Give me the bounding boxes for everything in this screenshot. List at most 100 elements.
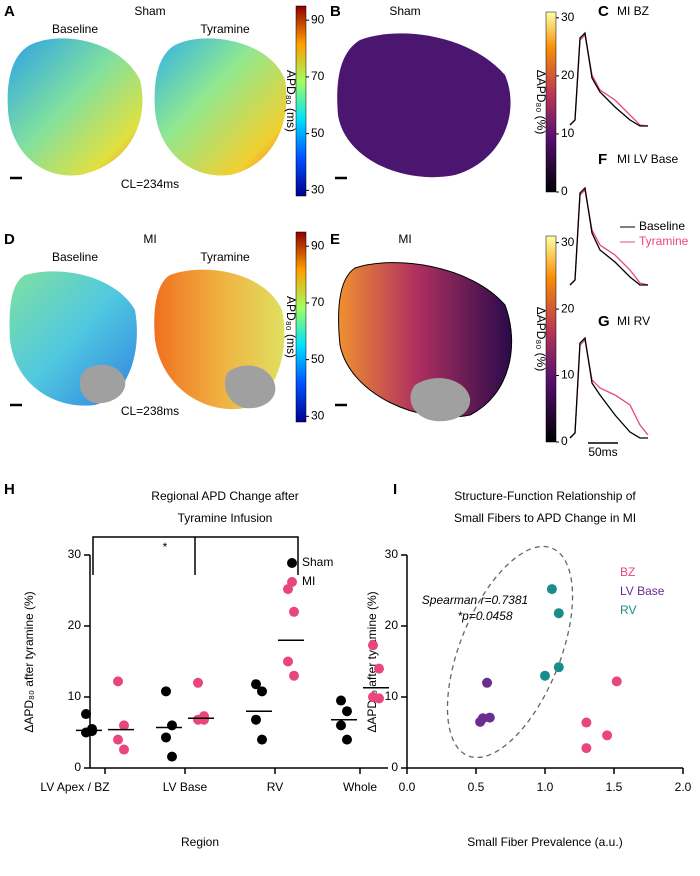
panel-label: F: [598, 151, 607, 168]
dot: [336, 695, 346, 706]
trace: [569, 186, 648, 286]
trace-title: MI LV Base: [617, 152, 678, 166]
trace-title: MI BZ: [617, 4, 649, 18]
trace: [569, 338, 649, 439]
point: [602, 730, 613, 741]
panel-title: MI: [398, 232, 411, 246]
x-tick-label: 1.5: [606, 780, 623, 794]
y-tick-label: 0: [391, 760, 398, 774]
y-tick-label: 30: [68, 547, 82, 561]
scar: [224, 365, 276, 409]
point: [581, 717, 592, 728]
chart-title: Small Fibers to APD Change in MI: [454, 511, 636, 525]
colorbar-tick-label: 30: [561, 10, 575, 24]
point: [611, 676, 622, 687]
colorbar: [545, 235, 557, 443]
dot: [199, 714, 209, 725]
dot: [81, 709, 91, 720]
panel-label: C: [598, 3, 609, 20]
y-tick-label: 10: [385, 689, 399, 703]
legend-swatch: [287, 577, 297, 587]
colorbar-label: ΔAPD₈₀ (%): [534, 307, 548, 372]
x-tick-label: 2.0: [675, 780, 692, 794]
dot: [119, 744, 129, 755]
colorbar: [295, 231, 307, 423]
trace: [569, 31, 648, 127]
colorbar-tick-label: 10: [561, 368, 575, 382]
point: [484, 712, 495, 723]
trace: [569, 336, 648, 439]
panel-label: B: [330, 3, 341, 20]
traces: [569, 31, 649, 439]
colorbar: [295, 5, 307, 197]
x-tick-label: Whole: [343, 780, 377, 794]
dot: [161, 732, 171, 743]
dot: [257, 734, 267, 745]
y-axis-label: ΔAPD₈₀ after tyramine (%): [365, 591, 379, 732]
legend-label: Baseline: [639, 219, 685, 233]
dot: [342, 706, 352, 717]
colorbar-label: APD₈₀ (ms): [284, 70, 298, 132]
legend-label: LV Base: [620, 584, 665, 598]
dot: [167, 720, 177, 731]
colorbar-tick-label: 30: [311, 183, 325, 197]
annotation: *: [163, 540, 168, 554]
x-tick-label: LV Apex / BZ: [40, 780, 109, 794]
map-label: Baseline: [52, 22, 98, 36]
colorbar-label: APD₈₀ (ms): [284, 296, 298, 358]
x-tick-label: RV: [267, 780, 283, 794]
y-tick-label: 20: [385, 618, 399, 632]
colorbar-tick-label: 20: [561, 301, 575, 315]
scale-bar-label: 50ms: [588, 445, 617, 459]
dot: [113, 734, 123, 745]
chart-title: Tyramine Infusion: [178, 511, 273, 525]
colorbar-label: ΔAPD₈₀ (%): [534, 70, 548, 135]
point: [553, 662, 564, 673]
colorbar-tick-label: 0: [561, 184, 568, 198]
panel-label: A: [4, 3, 15, 20]
legend-label: Sham: [302, 555, 333, 569]
point: [482, 677, 493, 688]
chart-title: Structure-Function Relationship of: [454, 489, 636, 503]
y-tick-label: 0: [74, 760, 81, 774]
dot: [251, 714, 261, 725]
panel-label: E: [330, 231, 340, 248]
dot: [257, 686, 267, 697]
annotation: *p=0.0458: [457, 609, 512, 623]
trace-title: MI RV: [617, 314, 650, 328]
dot: [342, 734, 352, 745]
trace: [569, 188, 649, 286]
point: [540, 670, 550, 681]
legend-label: MI: [302, 574, 315, 588]
legend-label: RV: [620, 603, 636, 617]
scar: [79, 364, 126, 404]
dot: [161, 686, 171, 697]
x-tick-label: 1.0: [537, 780, 554, 794]
legend-label: Tyramine: [639, 234, 689, 248]
panel-title: MI: [143, 232, 156, 246]
x-tick-label: 0.5: [468, 780, 485, 794]
panel-title: Sham: [389, 4, 420, 18]
dot: [336, 720, 346, 731]
scar: [410, 378, 471, 422]
panel-title: Sham: [134, 4, 165, 18]
colorbar-tick-label: 10: [561, 126, 575, 140]
panel-label: H: [4, 481, 15, 498]
point: [546, 584, 557, 595]
colorbar-tick-label: 30: [311, 409, 325, 423]
x-tick-label: LV Base: [163, 780, 208, 794]
colorbar-tick-label: 0: [561, 434, 568, 448]
panel-label: I: [393, 481, 397, 498]
dot: [119, 720, 129, 731]
heatmap: [7, 38, 143, 176]
legend-swatch: [287, 558, 297, 568]
heatmap: [338, 262, 512, 418]
dot: [289, 606, 299, 617]
dot: [368, 640, 378, 651]
colorbar-tick-label: 90: [311, 12, 325, 26]
dot: [374, 693, 384, 704]
dot: [113, 676, 123, 687]
y-axis-label: ΔAPD₈₀ after tyramine (%): [22, 591, 36, 732]
annotation: Spearman r=0.7381: [422, 593, 528, 607]
